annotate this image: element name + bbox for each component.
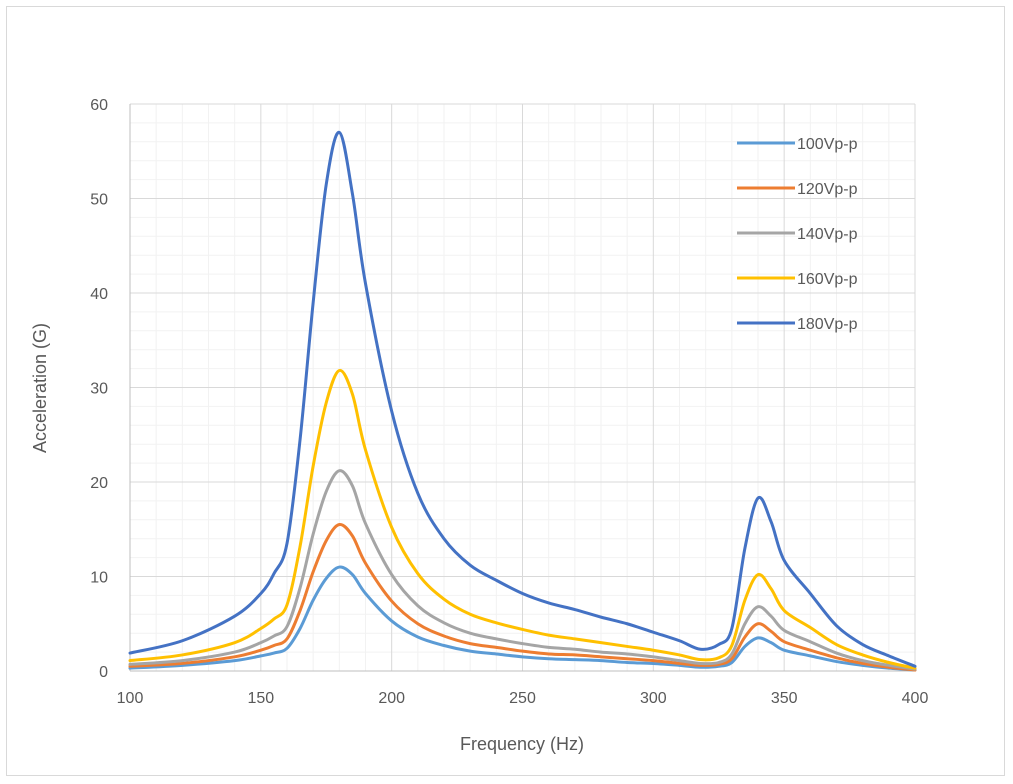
x-tick-label: 100: [117, 690, 144, 707]
series-line-100vp-p: [128, 565, 917, 672]
y-tick-label: 0: [99, 664, 108, 681]
x-axis-title: Frequency (Hz): [460, 734, 584, 754]
y-tick-label: 30: [90, 381, 108, 398]
legend-label-140vp-p: 140Vp-p: [797, 226, 858, 243]
legend-label-100vp-p: 100Vp-p: [797, 136, 858, 153]
series-line-120vp-p: [128, 523, 917, 672]
y-tick-label: 20: [90, 475, 108, 492]
series-layer: [128, 130, 917, 672]
axis-layer: 100 150 200 250 300 350 400 0 10 20 30 40 50 60: [90, 97, 928, 707]
legend-label-160vp-p: 160Vp-p: [797, 271, 858, 288]
x-tick-label: 250: [509, 690, 536, 707]
x-tick-label: 150: [247, 690, 274, 707]
series-line-160vp-p: [128, 368, 917, 670]
y-tick-label: 60: [90, 97, 108, 114]
x-tick-label: 200: [378, 690, 405, 707]
legend-label-120vp-p: 120Vp-p: [797, 181, 858, 198]
y-tick-label: 50: [90, 192, 108, 209]
y-tick-label: 10: [90, 570, 108, 587]
y-axis-title: Acceleration (G): [30, 323, 50, 453]
legend-label-180vp-p: 180Vp-p: [797, 316, 858, 333]
series-line-180vp-p: [128, 130, 917, 668]
x-tick-label: 300: [640, 690, 667, 707]
series-line-140vp-p: [128, 469, 917, 671]
x-tick-label: 350: [771, 690, 798, 707]
legend: 100Vp-p 120Vp-p 140Vp-p 160Vp-p 180Vp-p: [737, 136, 858, 333]
y-tick-label: 40: [90, 286, 108, 303]
x-tick-label: 400: [902, 690, 929, 707]
